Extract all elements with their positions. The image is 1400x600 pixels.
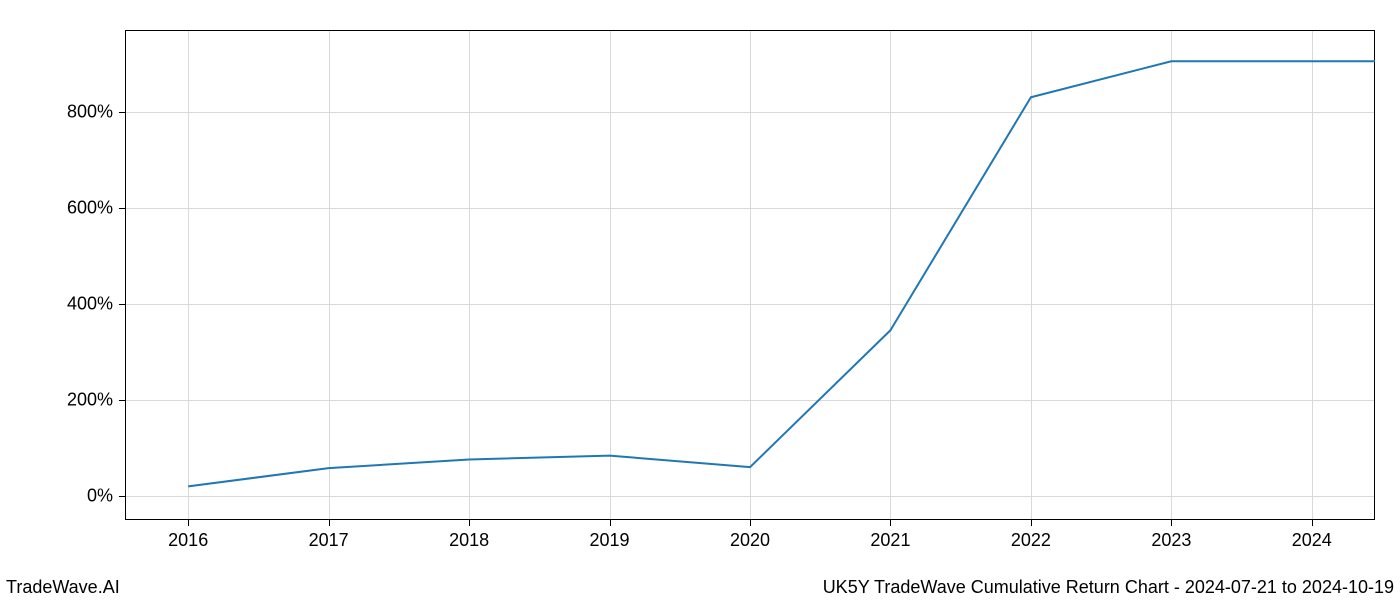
x-tick-label: 2024 [1292, 530, 1332, 551]
x-tick-label: 2018 [449, 530, 489, 551]
x-tick-label: 2017 [309, 530, 349, 551]
x-tick-mark [1312, 520, 1313, 526]
y-tick-label: 200% [67, 389, 113, 410]
chart-container: 2016 2017 2018 2019 2020 2021 2022 2023 2024 0% 20… [0, 0, 1400, 600]
x-tick-mark [188, 520, 189, 526]
x-tick-label: 2022 [1011, 530, 1051, 551]
y-tick-label: 800% [67, 101, 113, 122]
x-tick-label: 2021 [870, 530, 910, 551]
x-tick-mark [469, 520, 470, 526]
y-tick-label: 600% [67, 197, 113, 218]
x-tick-mark [1171, 520, 1172, 526]
x-tick-mark [750, 520, 751, 526]
x-tick-label: 2019 [590, 530, 630, 551]
x-tick-mark [890, 520, 891, 526]
footer-source: TradeWave.AI [6, 577, 120, 598]
plot-area: 2016201720182019202020212022202320240%20… [125, 30, 1375, 520]
x-tick-mark [610, 520, 611, 526]
x-tick-label: 2023 [1151, 530, 1191, 551]
x-tick-mark [329, 520, 330, 526]
x-tick-mark [1031, 520, 1032, 526]
line-layer [125, 30, 1375, 520]
y-tick-label: 0% [87, 485, 113, 506]
x-tick-label: 2020 [730, 530, 770, 551]
series-line-cumulative-return [188, 61, 1375, 486]
footer-caption: UK5Y TradeWave Cumulative Return Chart -… [823, 577, 1394, 598]
x-tick-label: 2016 [168, 530, 208, 551]
y-tick-label: 400% [67, 293, 113, 314]
